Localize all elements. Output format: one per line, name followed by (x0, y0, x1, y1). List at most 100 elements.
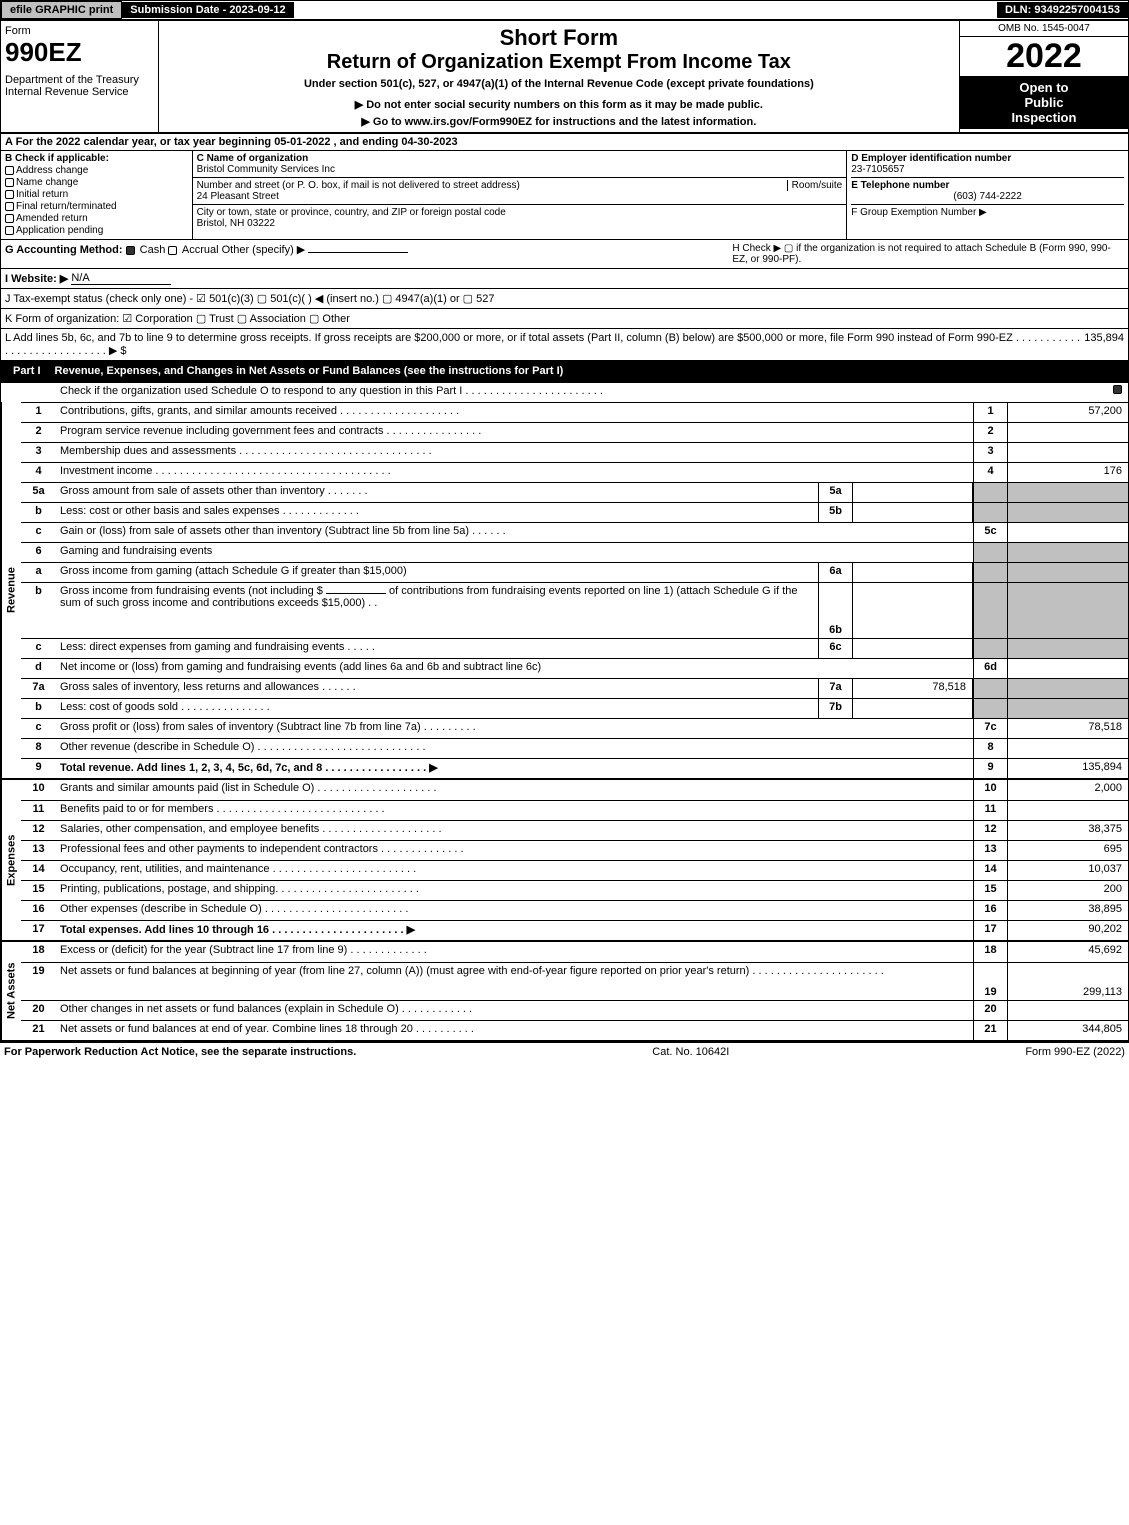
check-final-return[interactable]: Final return/terminated (5, 201, 188, 212)
l21-num: 21 (21, 1021, 56, 1040)
l5c-rn: 5c (973, 523, 1008, 542)
l7b-num: b (21, 699, 56, 718)
l15-num: 15 (21, 881, 56, 900)
line-5b: bLess: cost or other basis and sales exp… (21, 502, 1128, 522)
short-form-title: Short Form (163, 25, 955, 51)
l6b-blank[interactable] (326, 593, 386, 594)
l6-desc: Gaming and fundraising events (56, 543, 973, 562)
check-initial-return[interactable]: Initial return (5, 189, 188, 200)
section-gh: G Accounting Method: Cash Accrual Other … (1, 239, 1128, 268)
l13-val: 695 (1008, 841, 1128, 860)
l5a-in: 5a (818, 483, 853, 502)
efile-print-button[interactable]: efile GRAPHIC print (1, 1, 122, 19)
l3-num: 3 (21, 443, 56, 462)
city-block: City or town, state or province, country… (193, 205, 847, 231)
l7a-num: 7a (21, 679, 56, 698)
l7a-in: 7a (818, 679, 853, 698)
j-text: J Tax-exempt status (check only one) - ☑… (5, 292, 494, 305)
ein-value: 23-7105657 (851, 164, 1124, 175)
check-amended[interactable]: Amended return (5, 213, 188, 224)
l7a-rv (1008, 679, 1128, 698)
section-b: B Check if applicable: Address change Na… (1, 151, 193, 239)
l17-num: 17 (21, 921, 56, 940)
submission-date: Submission Date - 2023-09-12 (122, 2, 293, 18)
netassets-side-label: Net Assets (1, 942, 21, 1040)
return-title: Return of Organization Exempt From Incom… (163, 51, 955, 74)
i-label: I Website: ▶ (5, 272, 68, 285)
section-c: C Name of organization Bristol Community… (193, 151, 847, 239)
part1-checkbox[interactable] (1113, 385, 1122, 394)
check-address-change[interactable]: Address change (5, 165, 188, 176)
l9-rn: 9 (973, 759, 1008, 778)
l6c-num: c (21, 639, 56, 658)
header-center: Short Form Return of Organization Exempt… (159, 21, 959, 132)
subtitle: Under section 501(c), 527, or 4947(a)(1)… (163, 78, 955, 90)
l5a-num: 5a (21, 483, 56, 502)
l5b-rn (973, 503, 1008, 522)
line-9: 9Total revenue. Add lines 1, 2, 3, 4, 5c… (21, 758, 1128, 778)
footer-left: For Paperwork Reduction Act Notice, see … (4, 1046, 356, 1058)
dln-number: DLN: 93492257004153 (997, 2, 1128, 18)
name-label: Name change (16, 177, 78, 188)
l13-desc: Professional fees and other payments to … (56, 841, 973, 860)
check-app-pending[interactable]: Application pending (5, 225, 188, 236)
l7c-rn: 7c (973, 719, 1008, 738)
open-public-badge: Open to Public Inspection (960, 76, 1128, 129)
l16-rn: 16 (973, 901, 1008, 920)
k-text: K Form of organization: ☑ Corporation ▢ … (5, 312, 350, 325)
l7b-desc: Less: cost of goods sold . . . . . . . .… (56, 699, 818, 718)
dept-treasury: Department of the Treasury (5, 74, 154, 86)
l13-num: 13 (21, 841, 56, 860)
ein-label: D Employer identification number (851, 153, 1124, 164)
check-accrual[interactable] (168, 246, 177, 255)
l6-rn (973, 543, 1008, 562)
top-bar: efile GRAPHIC print Submission Date - 20… (1, 1, 1128, 19)
l15-rn: 15 (973, 881, 1008, 900)
l6d-rn: 6d (973, 659, 1008, 678)
line-6a: aGross income from gaming (attach Schedu… (21, 562, 1128, 582)
other-specify-input[interactable] (308, 252, 408, 253)
l6b-in: 6b (818, 583, 853, 638)
tel-label: E Telephone number (851, 177, 1124, 191)
irs-label: Internal Revenue Service (5, 86, 154, 98)
l5b-iv (853, 503, 973, 522)
l11-rn: 11 (973, 801, 1008, 820)
l18-desc: Excess or (deficit) for the year (Subtra… (56, 942, 973, 962)
l10-rn: 10 (973, 780, 1008, 800)
l7b-iv (853, 699, 973, 718)
l8-desc: Other revenue (describe in Schedule O) .… (56, 739, 973, 758)
l7c-val: 78,518 (1008, 719, 1128, 738)
l21-val: 344,805 (1008, 1021, 1128, 1040)
line-6c: cLess: direct expenses from gaming and f… (21, 638, 1128, 658)
l13-rn: 13 (973, 841, 1008, 860)
l5b-rv (1008, 503, 1128, 522)
l15-desc: Printing, publications, postage, and shi… (56, 881, 973, 900)
l6-num: 6 (21, 543, 56, 562)
l4-rn: 4 (973, 463, 1008, 482)
line-6d: dNet income or (loss) from gaming and fu… (21, 658, 1128, 678)
goto-link[interactable]: ▶ Go to www.irs.gov/Form990EZ for instru… (163, 115, 955, 128)
l12-val: 38,375 (1008, 821, 1128, 840)
city-label: City or town, state or province, country… (197, 207, 843, 218)
expenses-side-label: Expenses (1, 780, 21, 940)
l20-val (1008, 1001, 1128, 1020)
l7a-desc: Gross sales of inventory, less returns a… (56, 679, 818, 698)
other-label: Other (specify) ▶ (222, 244, 306, 256)
l7a-rn (973, 679, 1008, 698)
l7c-num: c (21, 719, 56, 738)
l2-rn: 2 (973, 423, 1008, 442)
check-name-change[interactable]: Name change (5, 177, 188, 188)
org-name-block: C Name of organization Bristol Community… (193, 151, 847, 178)
init-label: Initial return (16, 189, 68, 200)
check-cash[interactable] (126, 246, 135, 255)
line-19: 19Net assets or fund balances at beginni… (21, 962, 1128, 1000)
l18-val: 45,692 (1008, 942, 1128, 962)
l17-rn: 17 (973, 921, 1008, 940)
ssn-warning: ▶ Do not enter social security numbers o… (163, 98, 955, 111)
omb-number: OMB No. 1545-0047 (960, 21, 1128, 37)
line-2: 2Program service revenue including gover… (21, 422, 1128, 442)
line-13: 13Professional fees and other payments t… (21, 840, 1128, 860)
revenue-section: Revenue 1Contributions, gifts, grants, a… (1, 402, 1128, 778)
l18-rn: 18 (973, 942, 1008, 962)
line-18: 18Excess or (deficit) for the year (Subt… (21, 942, 1128, 962)
